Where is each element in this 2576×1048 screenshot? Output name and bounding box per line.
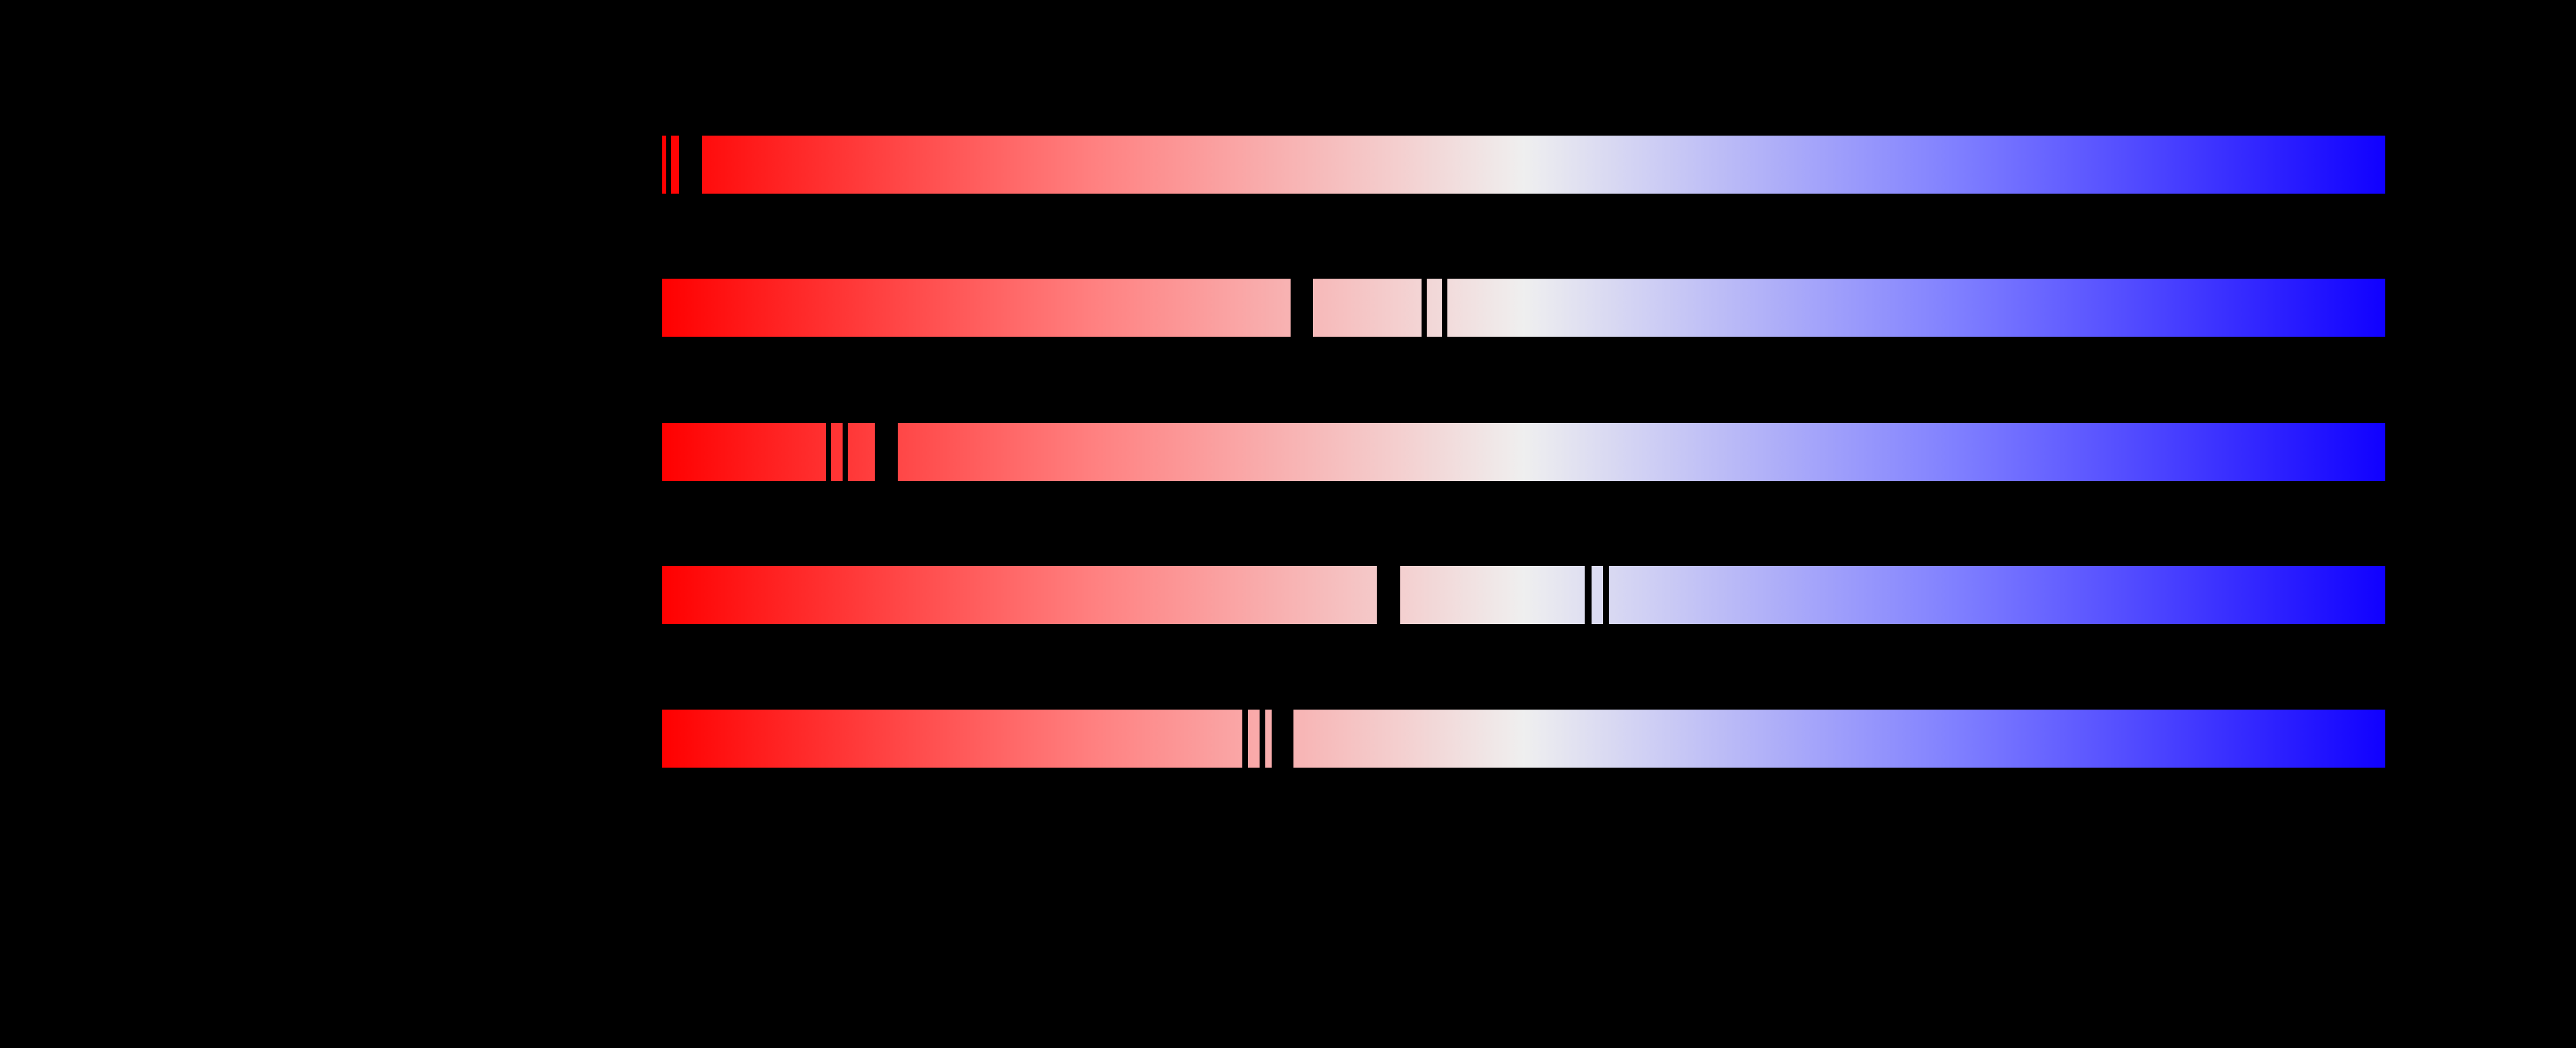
- colorbar-segment: [831, 423, 843, 481]
- colorbar-segment: [1400, 566, 1585, 624]
- colormap-gradient: [1313, 279, 1422, 337]
- colormap-gradient: [1591, 566, 1603, 624]
- colormap-gradient: [662, 710, 1242, 768]
- colormap-gradient: [1447, 279, 2385, 337]
- colorbar-segment: [1591, 566, 1603, 624]
- colormap-gradient: [662, 423, 826, 481]
- colorbar-segment: [1447, 279, 2385, 337]
- colormap-gradient: [662, 566, 1377, 624]
- colormap-gradient: [662, 136, 666, 194]
- colormap-gradient: [1608, 566, 2385, 624]
- colormap-gradient: [702, 136, 2385, 194]
- colormap-gradient: [898, 423, 2385, 481]
- colorbar-segment: [662, 423, 826, 481]
- colorbar-row: [662, 710, 2385, 768]
- colorbar-segment: [1313, 279, 1422, 337]
- colormap-gradient: [1265, 710, 1272, 768]
- colorbar-segment: [1608, 566, 2385, 624]
- colormap-gradient: [1293, 710, 2385, 768]
- colorbar-segment: [1265, 710, 1272, 768]
- colorbar-segment: [1248, 710, 1260, 768]
- colormap-gradient: [848, 423, 875, 481]
- colorbar-row: [662, 136, 2385, 194]
- colorbar-segment: [848, 423, 875, 481]
- colormap-gradient: [1400, 566, 1585, 624]
- colormap-gradient: [662, 279, 1291, 337]
- colorbar-segment: [671, 136, 679, 194]
- colormap-gradient: [831, 423, 843, 481]
- colorbar-segment: [662, 710, 1242, 768]
- colormap-gradient: [1248, 710, 1260, 768]
- colorbar-row: [662, 423, 2385, 481]
- colorbar-segment: [1293, 710, 2385, 768]
- colorbar-segment: [662, 136, 666, 194]
- colorbar-segment: [662, 279, 1291, 337]
- colorbar-segment: [662, 566, 1377, 624]
- colormap-gradient: [671, 136, 679, 194]
- colorbar-segment: [1427, 279, 1442, 337]
- colorbar-segment: [702, 136, 2385, 194]
- colorbar-row: [662, 279, 2385, 337]
- colormap-gradient: [1427, 279, 1442, 337]
- colorbar-row: [662, 566, 2385, 624]
- colorbar-segment: [898, 423, 2385, 481]
